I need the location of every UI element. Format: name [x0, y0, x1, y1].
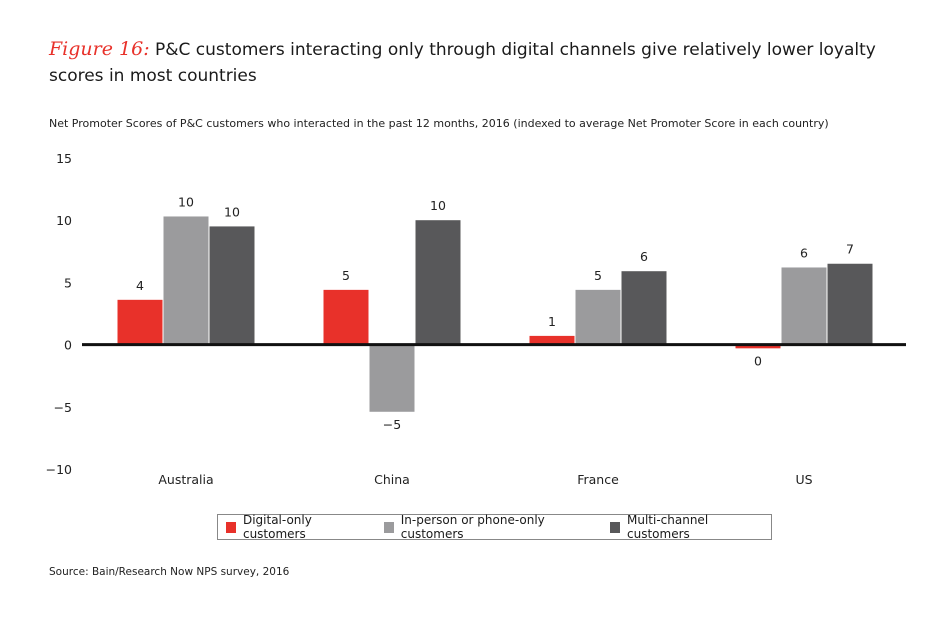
legend-label-digital: Digital-only customers	[242, 513, 312, 541]
y-tick-label: 10	[56, 213, 72, 228]
legend-item-multi-channel: Multi-channel customers	[610, 513, 761, 541]
chart-subtitle: Net Promoter Scores of P&C customers who…	[49, 117, 829, 130]
y-tick-label: 5	[64, 275, 72, 290]
x-category-label: France	[577, 472, 619, 487]
legend-item-in-person: In-person or phone-only customers	[383, 513, 592, 541]
bar	[323, 289, 369, 345]
bar	[415, 220, 461, 345]
bar	[117, 299, 163, 345]
bar	[529, 335, 575, 345]
bar	[621, 271, 667, 345]
data-label: 4	[136, 278, 144, 293]
x-category-label: US	[795, 472, 812, 487]
legend-label-in-person: In-person or phone-only customers	[400, 513, 545, 541]
bar	[209, 226, 255, 345]
data-label: 5	[342, 268, 350, 283]
data-label: 6	[640, 249, 648, 264]
legend-swatch-in-person	[383, 521, 394, 533]
legend-swatch-multi-channel	[610, 521, 620, 533]
legend-label-multi-channel: Multi-channel customers	[627, 513, 709, 541]
y-tick-label: −5	[54, 400, 72, 415]
bar	[735, 344, 781, 349]
legend-item-digital: Digital-only customers	[226, 513, 366, 541]
x-category-label: Australia	[158, 472, 213, 487]
data-label: 0	[754, 353, 762, 368]
data-label: 10	[430, 198, 446, 213]
chart-title: Figure 16: P&C customers interacting onl…	[49, 36, 929, 89]
legend-swatch-digital	[226, 521, 236, 533]
data-label: −5	[383, 417, 401, 432]
y-tick-label: −10	[46, 462, 72, 477]
source-note: Source: Bain/Research Now NPS survey, 20…	[49, 566, 290, 578]
data-label: 7	[846, 242, 854, 257]
x-category-label: China	[374, 472, 410, 487]
data-label: 1	[548, 314, 556, 329]
figure-title: P&C customers interacting only through d…	[49, 40, 876, 86]
bar	[369, 344, 415, 412]
figure-label: Figure 16:	[49, 38, 150, 60]
bar	[575, 289, 621, 345]
y-tick-label: 0	[64, 338, 72, 353]
bar	[827, 263, 873, 345]
data-label: 10	[224, 204, 240, 219]
data-label: 5	[594, 268, 602, 283]
y-tick-label: 15	[56, 151, 72, 166]
legend: Digital-only customers In-person or phon…	[217, 513, 772, 541]
data-label: 10	[178, 194, 194, 209]
bar	[163, 216, 209, 345]
bar	[781, 267, 827, 345]
data-label: 6	[800, 245, 808, 260]
